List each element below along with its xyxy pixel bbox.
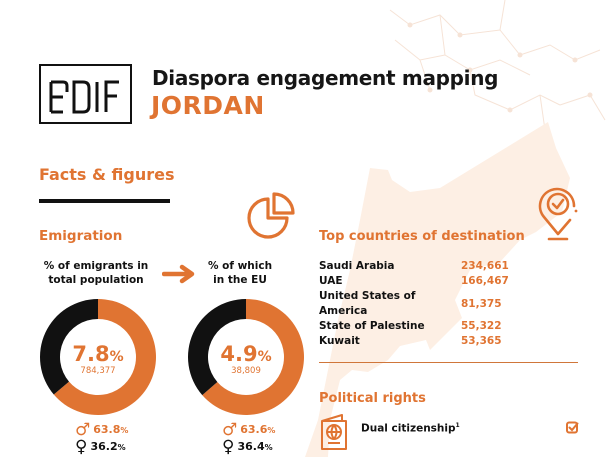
donut-chart-total: [40, 299, 156, 415]
percent-sign: %: [264, 443, 273, 452]
donut-eu-unit: %: [257, 349, 272, 365]
label-eu-line2: in the EU: [213, 274, 267, 286]
percent-sign: %: [120, 426, 129, 435]
destination-row: Kuwait 53,365: [319, 334, 509, 349]
destination-row: State of Palestine 55,322: [319, 319, 509, 334]
donut-chart-eu: [188, 299, 304, 415]
donut-slice-male: [53, 299, 156, 415]
percent-sign: %: [117, 443, 126, 452]
female-share-total: ♀ 36.2%: [75, 437, 126, 457]
section-divider-orange: [319, 362, 578, 363]
page-title: Diaspora engagement mapping: [152, 66, 499, 90]
donut-total-unit: %: [109, 349, 124, 365]
section-divider: [39, 199, 170, 203]
male-share-eu-value: 63.6: [240, 423, 268, 436]
male-share-eu: ♂ 63.6%: [222, 420, 275, 440]
donut-eu-value: 4.9%: [186, 342, 306, 366]
donut-total-count: 784,377: [80, 366, 116, 376]
male-icon: ♂: [222, 420, 238, 440]
destination-value: 53,365: [461, 335, 502, 347]
destination-country: UAE: [319, 275, 343, 287]
female-share-eu: ♀ 36.4%: [222, 437, 273, 457]
donut-slice-female: [188, 299, 246, 396]
passport-icon: [321, 414, 347, 450]
checkbox-checked-icon: [566, 421, 579, 434]
female-icon: ♀: [75, 437, 88, 457]
label-in-eu: % of which in the EU: [190, 259, 290, 287]
destination-value: 81,375: [461, 297, 502, 310]
male-share-total: ♂ 63.8%: [75, 420, 128, 440]
location-check-icon: [538, 187, 578, 241]
donut-slice-female: [40, 299, 98, 395]
destination-country: Saudi Arabia: [319, 260, 395, 272]
emigration-heading: Emigration: [39, 228, 123, 244]
country-name: JORDAN: [151, 91, 265, 120]
section-title-facts: Facts & figures: [39, 165, 175, 184]
male-share-total-value: 63.8: [93, 423, 121, 436]
female-icon: ♀: [222, 437, 235, 457]
donut-total-value: 7.8%: [38, 342, 158, 366]
female-share-eu-value: 36.4: [237, 440, 265, 453]
donut-total-percent: 7.8: [72, 342, 110, 366]
destination-value: 234,661: [461, 260, 509, 272]
pie-chart-icon: [247, 192, 295, 239]
destinations-table: Saudi Arabia 234,661 UAE 166,467 United Stat…: [319, 259, 509, 349]
eudif-logo-mark: [49, 80, 119, 114]
political-right-label: Dual citizenship: [361, 422, 456, 435]
destination-row: UAE 166,467: [319, 274, 509, 289]
donut-slice-male: [202, 299, 304, 415]
destination-row: United States of America 81,375: [319, 289, 509, 319]
female-share-total-value: 36.2: [90, 440, 118, 453]
top-destinations-heading: Top countries of destination: [319, 229, 525, 244]
destination-country: State of Palestine: [319, 320, 425, 332]
destination-row: Saudi Arabia 234,661: [319, 259, 509, 274]
percent-sign: %: [267, 426, 276, 435]
destination-value: 55,322: [461, 320, 502, 332]
male-icon: ♂: [75, 420, 91, 440]
label-total-line1: % of emigrants in: [43, 260, 149, 272]
destination-country: United States of America: [319, 290, 416, 317]
eudif-logo: [39, 64, 132, 124]
label-total-line2: total population: [48, 274, 144, 286]
label-eu-line1: % of which: [207, 260, 273, 272]
donut-eu-percent: 4.9: [220, 342, 258, 366]
arrow-right-icon: [162, 264, 195, 284]
footnote-marker: 1: [455, 422, 460, 429]
destination-country: Kuwait: [319, 335, 360, 347]
political-rights-heading: Political rights: [319, 391, 426, 406]
political-right-item: Dual citizenship1: [361, 422, 460, 435]
label-total-population: % of emigrants in total population: [36, 259, 156, 287]
destination-value: 166,467: [461, 275, 509, 287]
donut-eu-count: 38,809: [231, 366, 261, 376]
